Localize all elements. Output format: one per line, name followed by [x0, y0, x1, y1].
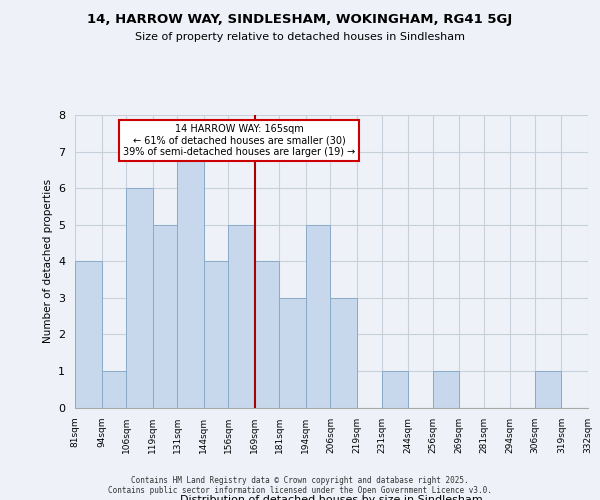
Bar: [306, 224, 331, 408]
Bar: [177, 152, 204, 408]
Text: Contains HM Land Registry data © Crown copyright and database right 2025.
Contai: Contains HM Land Registry data © Crown c…: [108, 476, 492, 495]
Bar: [433, 371, 459, 408]
Text: 14, HARROW WAY, SINDLESHAM, WOKINGHAM, RG41 5GJ: 14, HARROW WAY, SINDLESHAM, WOKINGHAM, R…: [88, 12, 512, 26]
Bar: [101, 371, 126, 408]
Bar: [382, 371, 408, 408]
Text: 14 HARROW WAY: 165sqm
← 61% of detached houses are smaller (30)
39% of semi-deta: 14 HARROW WAY: 165sqm ← 61% of detached …: [123, 124, 355, 157]
Bar: [75, 261, 101, 408]
Bar: [331, 298, 357, 408]
Text: Size of property relative to detached houses in Sindlesham: Size of property relative to detached ho…: [135, 32, 465, 42]
Bar: [126, 188, 152, 408]
Bar: [280, 298, 306, 408]
Bar: [255, 261, 280, 408]
Y-axis label: Number of detached properties: Number of detached properties: [43, 179, 53, 344]
Bar: [535, 371, 562, 408]
Bar: [228, 224, 255, 408]
Bar: [204, 261, 228, 408]
X-axis label: Distribution of detached houses by size in Sindlesham: Distribution of detached houses by size …: [180, 494, 483, 500]
Bar: [152, 224, 177, 408]
